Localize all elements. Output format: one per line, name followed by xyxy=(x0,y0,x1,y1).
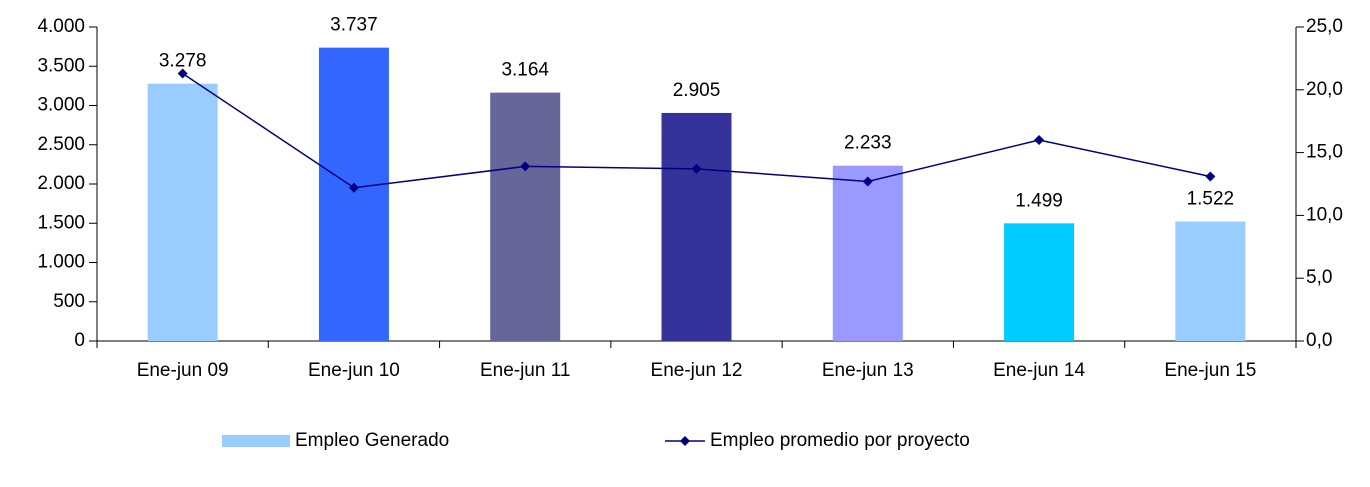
line-marker xyxy=(1034,135,1045,146)
data-label: 2.905 xyxy=(673,80,721,101)
line-marker xyxy=(348,182,359,193)
y-tick-label: 500 xyxy=(53,291,85,312)
line-marker xyxy=(520,161,531,172)
y2-tick-label: 10,0 xyxy=(1306,204,1343,225)
data-label: 3.164 xyxy=(501,60,549,81)
x-tick-label: Ene-jun 09 xyxy=(137,360,229,381)
y2-tick-label: 0,0 xyxy=(1306,330,1332,351)
data-label: 2.233 xyxy=(844,133,892,154)
y-tick-label: 2.000 xyxy=(37,173,85,194)
line-marker xyxy=(691,163,702,174)
x-tick-label: Ene-jun 10 xyxy=(308,360,400,381)
data-label: 1.499 xyxy=(1015,190,1063,211)
x-tick-label: Ene-jun 13 xyxy=(822,360,914,381)
x-tick-label: Ene-jun 12 xyxy=(651,360,743,381)
bar xyxy=(832,165,903,341)
line-marker xyxy=(1205,171,1216,182)
legend-label: Empleo Generado xyxy=(295,430,449,451)
x-tick-label: Ene-jun 15 xyxy=(1164,360,1256,381)
line-marker xyxy=(177,68,188,79)
x-tick-label: Ene-jun 11 xyxy=(480,360,571,381)
line-marker xyxy=(862,176,873,187)
y-tick-label: 1.500 xyxy=(37,212,85,233)
data-label: 1.522 xyxy=(1187,189,1235,210)
bar xyxy=(490,92,561,341)
y-tick-label: 2.500 xyxy=(37,134,85,155)
y2-tick-label: 15,0 xyxy=(1306,142,1343,163)
y-tick-label: 4.000 xyxy=(37,16,85,37)
y-tick-label: 1.000 xyxy=(37,252,85,273)
legend-label: Empleo promedio por proyecto xyxy=(710,430,970,451)
bar xyxy=(147,83,218,341)
y-tick-label: 3.500 xyxy=(37,55,85,76)
legend-marker xyxy=(680,436,690,446)
y2-tick-label: 5,0 xyxy=(1306,267,1332,288)
bar xyxy=(1175,221,1246,341)
y-tick-label: 3.000 xyxy=(37,95,85,116)
bar xyxy=(661,112,732,342)
legend-swatch xyxy=(222,435,290,447)
y-tick-label: 0 xyxy=(74,330,85,351)
x-tick-label: Ene-jun 14 xyxy=(993,360,1085,381)
data-label: 3.278 xyxy=(159,51,207,72)
y2-tick-label: 25,0 xyxy=(1306,16,1343,37)
bar xyxy=(1004,223,1075,341)
data-label: 3.737 xyxy=(330,15,378,36)
y2-tick-label: 20,0 xyxy=(1306,79,1343,100)
bar xyxy=(318,47,389,341)
